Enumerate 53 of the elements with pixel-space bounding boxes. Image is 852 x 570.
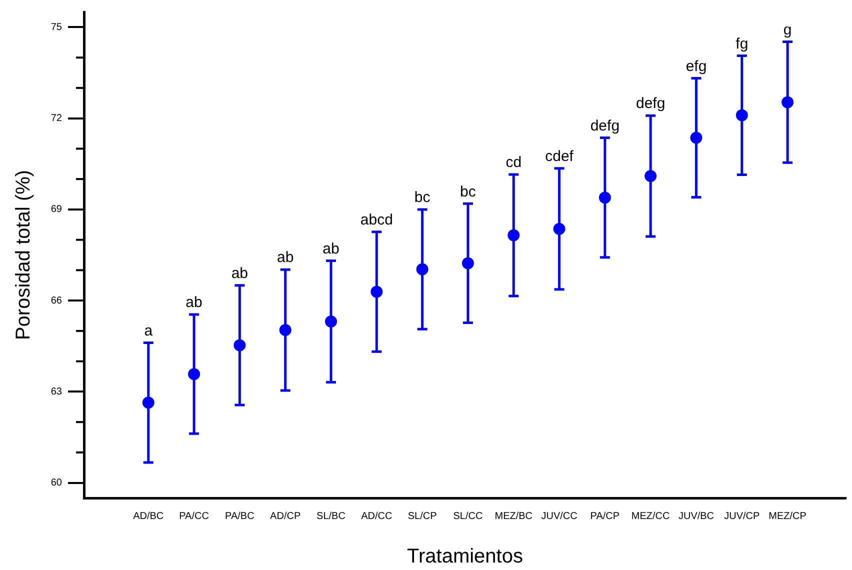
y-tick-label: 69 [50, 204, 62, 216]
point [598, 192, 611, 204]
annotation: cdef [545, 148, 574, 166]
y-tick-label: 60 [50, 478, 62, 489]
x-axis-title: Tratamientos [407, 546, 523, 568]
annotation: defg [636, 95, 666, 112]
x-tick-label: PA/BC [225, 510, 254, 522]
annotation: ab [322, 240, 340, 258]
point [370, 286, 383, 298]
point [416, 263, 428, 276]
point [279, 324, 292, 336]
x-tick-label: MEZ/BC [494, 510, 533, 522]
x-tick-label: JUV/BC [678, 510, 714, 522]
annotation: abcd [360, 212, 393, 229]
x-tick-label: MEZ/CC [631, 510, 670, 522]
point [142, 396, 154, 409]
x-tick-label: PA/CC [179, 510, 209, 522]
point [325, 316, 337, 328]
point [736, 109, 748, 122]
x-tick-label: PA/CP [590, 510, 620, 522]
annotation: defg [590, 117, 620, 134]
point [188, 368, 200, 380]
x-tick-label: AD/BC [133, 510, 164, 522]
annotation: ab [186, 294, 202, 312]
x-tick-label: AD/CP [270, 510, 301, 522]
x-tick-label: MEZ/CP [768, 510, 807, 522]
annotation: ab [277, 249, 294, 266]
x-tick-label: SL/CP [408, 510, 438, 522]
y-tick-label: 75 [50, 22, 62, 33]
y-axis-title: Porosidad total (%) [12, 170, 35, 340]
point [508, 229, 520, 242]
annotation: a [144, 322, 154, 340]
annotation: ab [231, 265, 248, 282]
point [553, 222, 566, 235]
point [462, 257, 474, 270]
x-tick-label: SL/BC [316, 510, 346, 522]
annotation: bc [460, 183, 476, 200]
x-tick-label: JUV/CP [724, 510, 760, 522]
annotation: g [783, 21, 792, 38]
point [690, 132, 702, 144]
point [234, 339, 246, 352]
y-tick-label: 72 [50, 113, 62, 124]
annotation: fg [736, 35, 748, 52]
y-tick-label: 66 [50, 295, 62, 306]
annotation: cd [506, 154, 522, 172]
annotation: efg [686, 58, 707, 75]
x-tick-label: SL/CC [453, 510, 483, 522]
y-tick-label: 63 [50, 386, 62, 398]
point [644, 170, 657, 182]
x-tick-label: AD/CC [361, 510, 392, 522]
annotation: bc [414, 189, 431, 206]
point [782, 96, 794, 108]
x-tick-label: JUV/CC [541, 510, 578, 522]
